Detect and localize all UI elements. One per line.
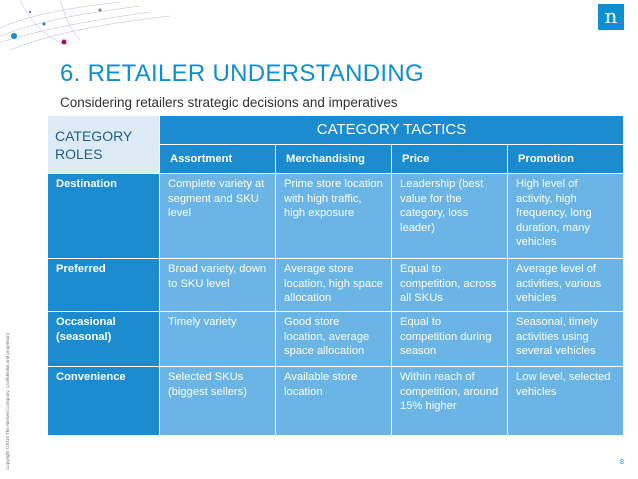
table-cell: Equal to competition, across all SKUs — [391, 258, 508, 312]
table-cell: Leadership (best value for the category,… — [391, 173, 508, 259]
column-header-promotion: Promotion — [506, 144, 625, 174]
table-cell: Seasonal, timely activities using severa… — [506, 311, 625, 367]
table-cell: High level of activity, high frequency, … — [506, 173, 625, 259]
role-occasional: Occasional (seasonal) — [47, 311, 160, 367]
page-subtitle: Considering retailers strategic decision… — [60, 95, 398, 110]
table-cell: Timely variety — [159, 311, 276, 367]
table-cell: Low level, selected vehicles — [506, 366, 625, 436]
role-convenience: Convenience — [47, 366, 160, 436]
category-tactics-table: CATEGORY ROLES CATEGORY TACTICS Assortme… — [47, 115, 625, 436]
table-cell: Selected SKUs (biggest sellers) — [159, 366, 276, 436]
role-preferred: Preferred — [47, 258, 160, 312]
column-header-assortment: Assortment — [159, 144, 276, 174]
page-number: 8 — [620, 459, 624, 466]
category-tactics-header: CATEGORY TACTICS — [158, 115, 625, 145]
column-header-price: Price — [391, 144, 508, 174]
column-header-merchandising: Merchandising — [275, 144, 392, 174]
table-cell: Average level of activities, various veh… — [506, 258, 625, 312]
page-title: 6. RETAILER UNDERSTANDING — [60, 60, 424, 87]
table-cell: Available store location — [275, 366, 392, 436]
table-cell: Broad variety, down to SKU level — [159, 258, 276, 312]
table-row: Occasional (seasonal) Timely variety Goo… — [47, 311, 625, 367]
table-cell: Average store location, high space alloc… — [275, 258, 392, 312]
table-row: Destination Complete variety at segment … — [47, 173, 625, 259]
table-row: Convenience Selected SKUs (biggest selle… — [47, 366, 625, 436]
nielsen-logo: n — [598, 4, 624, 30]
table-row: Preferred Broad variety, down to SKU lev… — [47, 258, 625, 312]
table-cell: Prime store location with high traffic, … — [275, 173, 392, 259]
role-destination: Destination — [47, 173, 160, 259]
category-roles-header: CATEGORY ROLES — [47, 115, 160, 174]
network-decoration — [0, 0, 171, 51]
table-cell: Good store location, average space alloc… — [275, 311, 392, 367]
table-cell: Complete variety at segment and SKU leve… — [159, 173, 276, 259]
table-cell: Within reach of competition, around 15% … — [391, 366, 508, 436]
table-cell: Equal to competition during season — [391, 311, 508, 367]
copyright-notice: Copyright ©2016 The Nielsen Company. Con… — [5, 332, 10, 470]
